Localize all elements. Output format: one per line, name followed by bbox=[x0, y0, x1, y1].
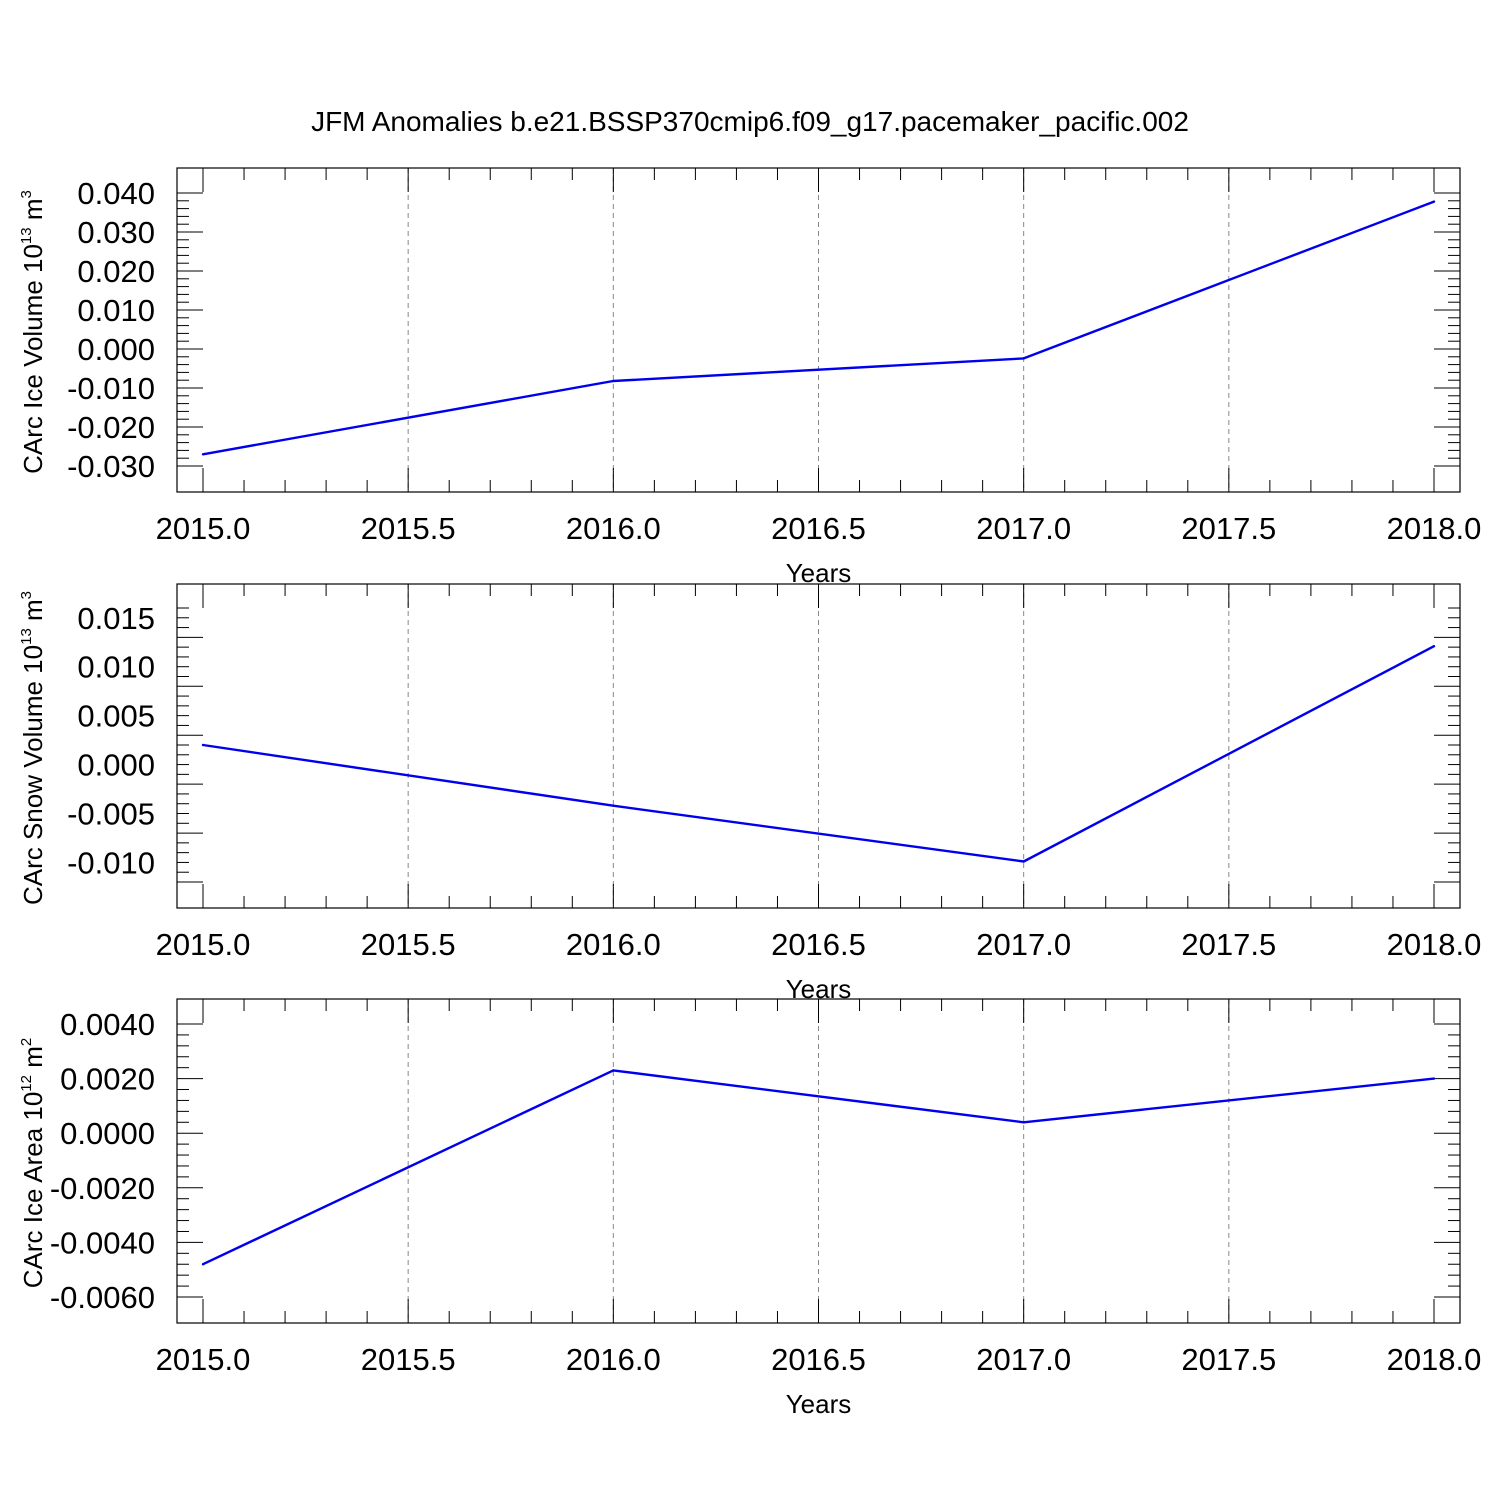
y-tick-label: 0.0020 bbox=[60, 1062, 155, 1097]
data-point bbox=[612, 379, 615, 383]
data-point bbox=[612, 804, 615, 807]
y-axis-title: CArc Snow Volume 1013 m3 bbox=[18, 591, 48, 905]
x-tick-label: 2018.0 bbox=[1387, 511, 1482, 546]
y-tick-label: 0.0040 bbox=[60, 1007, 155, 1042]
x-tick-label: 2017.5 bbox=[1181, 927, 1276, 962]
data-point bbox=[201, 743, 205, 747]
y-tick-label: 0.010 bbox=[77, 293, 155, 328]
y-tick-label: 0.005 bbox=[77, 699, 155, 734]
y-tick-label: -0.0040 bbox=[50, 1225, 155, 1260]
chart-panel-3: -0.0060 -0.0040 -0.0020 0.0000 0.0020 0.0040 2… bbox=[18, 998, 1482, 1419]
x-tick-label: 2017.0 bbox=[976, 1342, 1071, 1377]
y-tick-label: 0.020 bbox=[77, 254, 155, 289]
data-point bbox=[1022, 357, 1025, 360]
y-tick-label: -0.0060 bbox=[50, 1280, 155, 1315]
y-axis-title: CArc Ice Volume 1013 m3 bbox=[18, 190, 48, 474]
data-point bbox=[1432, 1077, 1436, 1080]
x-tick-label: 2017.0 bbox=[976, 511, 1071, 546]
figure-title: JFM Anomalies b.e21.BSSP370cmip6.f09_g17… bbox=[311, 106, 1189, 137]
x-tick-label: 2016.5 bbox=[771, 927, 866, 962]
y-tick-label: 0.000 bbox=[77, 332, 155, 367]
x-tick-label: 2017.5 bbox=[1181, 1342, 1276, 1377]
y-tick-label: -0.0020 bbox=[50, 1171, 155, 1206]
x-tick-label: 2017.0 bbox=[976, 927, 1071, 962]
series-line bbox=[202, 1069, 1435, 1266]
data-point bbox=[201, 1263, 205, 1266]
series-line bbox=[202, 200, 1435, 456]
x-tick-label: 2015.5 bbox=[361, 927, 456, 962]
data-point bbox=[1432, 200, 1436, 203]
data-point bbox=[1022, 1121, 1025, 1124]
data-point bbox=[612, 1069, 615, 1072]
x-tick-label: 2015.5 bbox=[361, 1342, 456, 1377]
y-tick-label: -0.010 bbox=[67, 371, 155, 406]
x-tick-label: 2018.0 bbox=[1387, 1342, 1482, 1377]
data-point bbox=[1432, 644, 1436, 648]
x-tick-label: 2016.5 bbox=[771, 1342, 866, 1377]
x-tick-label: 2015.0 bbox=[156, 927, 251, 962]
y-tick-label: 0.030 bbox=[77, 215, 155, 250]
x-axis-title: Years bbox=[786, 558, 852, 588]
y-tick-label: 0.0000 bbox=[60, 1116, 155, 1151]
x-tick-label: 2016.0 bbox=[566, 1342, 661, 1377]
y-axis-title: CArc Ice Area 1012 m2 bbox=[18, 1038, 48, 1288]
x-tick-label: 2015.0 bbox=[156, 1342, 251, 1377]
x-tick-label: 2015.0 bbox=[156, 511, 251, 546]
x-axis-title: Years bbox=[786, 1389, 852, 1419]
data-point bbox=[201, 453, 205, 456]
y-tick-label: -0.020 bbox=[67, 410, 155, 445]
x-tick-label: 2016.0 bbox=[566, 927, 661, 962]
y-tick-label: -0.010 bbox=[67, 845, 155, 880]
y-tick-label: -0.005 bbox=[67, 797, 155, 832]
y-tick-label: -0.030 bbox=[67, 449, 155, 484]
x-tick-label: 2015.5 bbox=[361, 511, 456, 546]
series-line bbox=[202, 645, 1435, 863]
y-tick-label: 0.010 bbox=[77, 650, 155, 685]
y-tick-label: 0.040 bbox=[77, 176, 155, 211]
x-tick-label: 2017.5 bbox=[1181, 511, 1276, 546]
y-tick-label: 0.015 bbox=[77, 601, 155, 636]
x-tick-label: 2016.5 bbox=[771, 511, 866, 546]
x-tick-label: 2016.0 bbox=[566, 511, 661, 546]
y-tick-label: 0.000 bbox=[77, 748, 155, 783]
data-point bbox=[1022, 860, 1025, 863]
chart-panel-1: -0.030 -0.020 -0.010 0.000 0.010 0.020 0.030 0.… bbox=[18, 167, 1482, 588]
x-tick-label: 2018.0 bbox=[1387, 927, 1482, 962]
chart-panel-2: -0.010 -0.005 0.000 0.005 0.010 0.015 2015.0 20… bbox=[18, 583, 1482, 1004]
